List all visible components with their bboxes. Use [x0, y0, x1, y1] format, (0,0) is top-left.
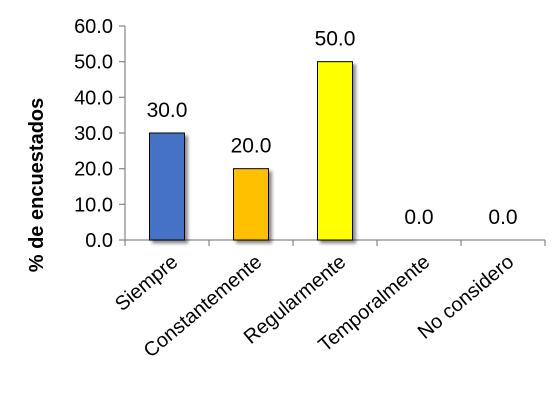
y-tick-label: 60.0 — [74, 16, 113, 38]
y-tick-label: 40.0 — [74, 87, 113, 109]
y-tick-label: 0.0 — [85, 230, 113, 252]
category-labels: SiempreConstantementeRegularmenteTempora… — [111, 251, 518, 362]
data-label: 50.0 — [315, 28, 356, 51]
y-tick-label: 10.0 — [74, 194, 113, 216]
y-axis-title: % de encuestados — [26, 98, 48, 273]
y-tick-label: 30.0 — [74, 123, 113, 145]
data-label: 0.0 — [488, 206, 517, 229]
y-tick-label: 20.0 — [74, 159, 113, 181]
data-label: 30.0 — [147, 99, 188, 122]
y-axis: 0.0 10.0 20.0 30.0 40.0 50.0 60.0 — [74, 16, 126, 252]
data-labels: 30.0 20.0 50.0 0.0 0.0 — [147, 28, 518, 229]
y-tick-label: 50.0 — [74, 52, 113, 74]
x-axis — [124, 239, 546, 246]
category-label: Siempre — [111, 251, 182, 316]
bar — [317, 61, 353, 241]
data-label: 20.0 — [231, 135, 272, 158]
data-label: 0.0 — [404, 206, 433, 229]
bar — [149, 132, 185, 241]
bars — [149, 61, 353, 241]
bar — [233, 168, 269, 241]
